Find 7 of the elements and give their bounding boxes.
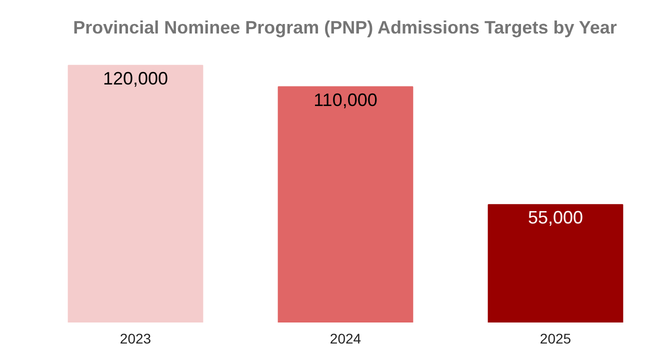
x-tick-label: 2024 bbox=[330, 330, 362, 346]
x-tick-label: 2025 bbox=[540, 330, 572, 346]
chart-title: Provincial Nominee Program (PNP) Admissions Targets by Year bbox=[73, 18, 617, 38]
x-tick-label: 2023 bbox=[120, 330, 152, 346]
data-label: 120,000 bbox=[102, 68, 168, 88]
data-label: 110,000 bbox=[314, 90, 378, 110]
data-label: 55,000 bbox=[528, 208, 584, 228]
